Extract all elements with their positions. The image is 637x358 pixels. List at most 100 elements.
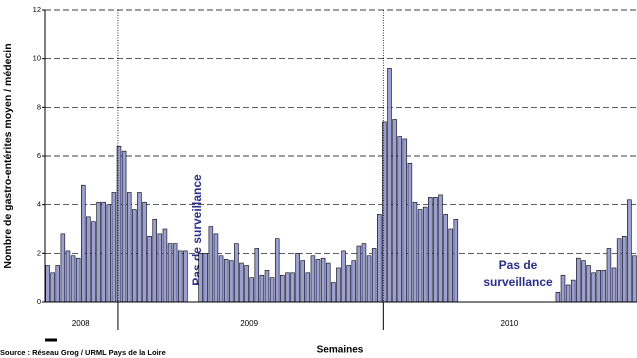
bar	[453, 218, 459, 303]
bar	[208, 226, 214, 303]
bar	[280, 274, 285, 303]
source: Source : Réseau Grog / URML Pays de la L…	[0, 348, 166, 357]
bar	[75, 257, 81, 303]
bar	[438, 194, 443, 303]
bar	[392, 119, 397, 303]
bar	[371, 248, 377, 303]
year-label: 2008	[72, 319, 90, 328]
bar	[167, 243, 173, 303]
bar	[65, 250, 71, 303]
bar	[152, 218, 157, 303]
bar	[203, 253, 209, 303]
bar	[60, 233, 66, 303]
bar	[361, 243, 367, 303]
bar	[96, 201, 101, 303]
y-tick-label: 4	[37, 200, 41, 209]
bar	[397, 136, 402, 303]
year-label: 2010	[501, 319, 519, 328]
bar	[611, 267, 617, 303]
y-tick-label: 10	[33, 54, 41, 63]
bar	[310, 255, 316, 303]
bar	[264, 270, 270, 303]
bar	[269, 277, 275, 303]
bar	[162, 228, 168, 303]
bar	[55, 265, 61, 303]
bar	[407, 163, 413, 303]
y-axis-title: Nombre de gastro-entérites moyen / médec…	[2, 43, 14, 268]
bar	[157, 233, 163, 303]
bar	[382, 121, 387, 303]
bar	[305, 272, 311, 303]
bar	[632, 255, 637, 303]
bar	[234, 243, 239, 303]
bar	[576, 257, 581, 303]
bar	[126, 192, 132, 303]
bar	[560, 274, 566, 303]
x-axis-title: Semaines	[317, 345, 364, 356]
bar	[198, 253, 203, 303]
bar	[581, 260, 586, 303]
bar	[213, 233, 219, 303]
bar	[331, 282, 336, 303]
y-tick-label: 8	[37, 102, 41, 111]
bar	[229, 260, 234, 303]
bar	[366, 255, 372, 303]
year-label: 2009	[240, 319, 258, 328]
bar	[218, 255, 224, 303]
bar	[351, 260, 357, 303]
bar	[81, 184, 86, 303]
bar	[586, 265, 591, 303]
bar	[377, 214, 382, 303]
bar	[290, 272, 295, 303]
bar	[177, 250, 183, 303]
annotation: surveillance	[483, 275, 553, 289]
bar	[627, 199, 632, 303]
bar	[616, 238, 622, 303]
bar	[274, 238, 280, 303]
y-tick-label: 0	[37, 297, 41, 306]
bar	[325, 262, 331, 303]
bar	[606, 248, 612, 303]
bar	[315, 259, 321, 303]
bar	[142, 201, 147, 303]
bar	[111, 192, 117, 303]
bar	[341, 250, 346, 303]
bar	[387, 68, 392, 303]
bar	[417, 209, 423, 303]
bar	[132, 209, 137, 303]
bar	[70, 255, 76, 303]
bar	[183, 250, 188, 303]
bar	[223, 259, 229, 303]
bar	[422, 206, 428, 303]
y-tick-label: 2	[37, 248, 41, 257]
bar	[172, 243, 178, 303]
bar	[443, 214, 448, 303]
bar	[621, 236, 627, 303]
bar	[428, 197, 433, 303]
bar	[295, 253, 300, 303]
bar	[591, 272, 596, 303]
bar	[101, 201, 106, 303]
bar	[433, 197, 438, 303]
bar	[147, 236, 152, 303]
bar	[254, 248, 260, 303]
annotation: Pas de	[499, 258, 538, 272]
bar	[91, 221, 96, 303]
bar	[239, 262, 244, 303]
bar	[402, 138, 408, 303]
bar	[336, 267, 341, 303]
bar	[346, 265, 351, 303]
bar	[300, 260, 305, 303]
bar	[106, 204, 112, 303]
bar	[50, 272, 55, 303]
bar	[116, 145, 122, 303]
bar	[565, 284, 571, 303]
bar	[356, 245, 362, 303]
bar	[86, 216, 91, 303]
bar	[285, 272, 290, 303]
y-tick-label: 6	[37, 151, 41, 160]
bar	[137, 192, 142, 303]
bar	[259, 274, 265, 303]
